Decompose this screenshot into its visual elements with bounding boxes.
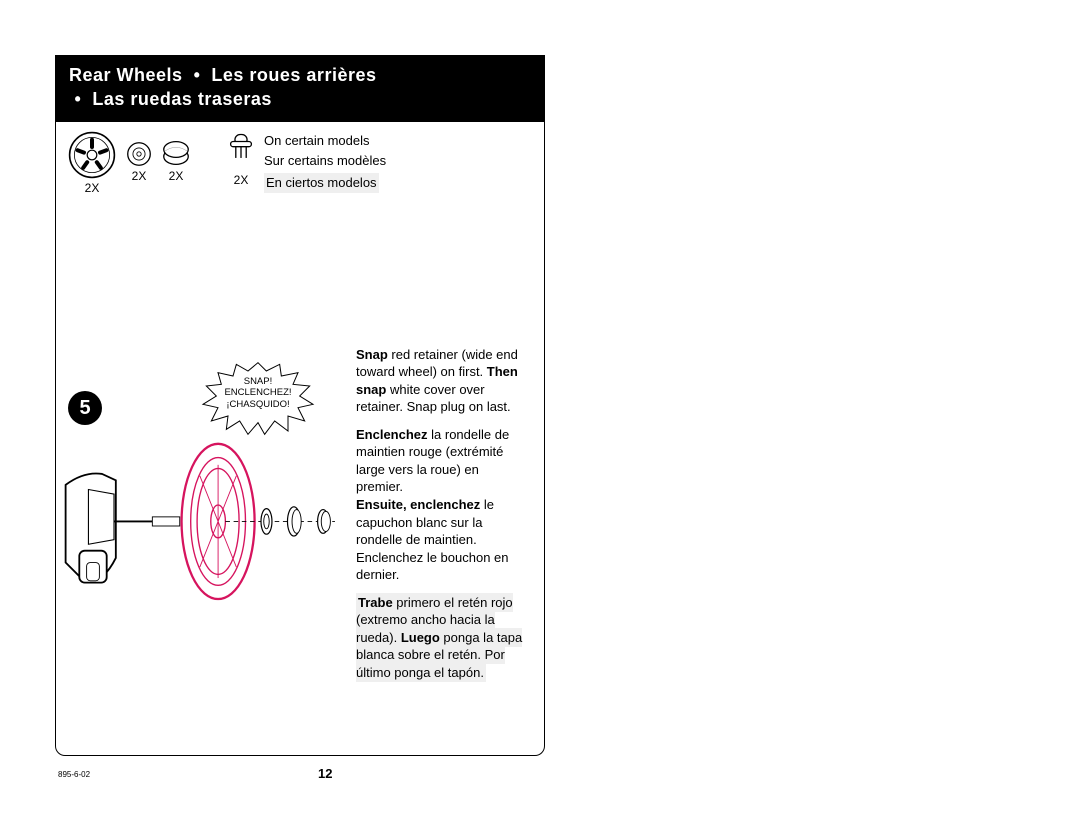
bullet: •: [194, 65, 201, 85]
instructions: Snap red retainer (wide end toward wheel…: [356, 346, 524, 692]
assembly-diagram: [58, 421, 338, 631]
es-bold2: Luego: [401, 630, 440, 645]
plug-part: 2X: [162, 131, 190, 183]
page-number: 12: [318, 766, 332, 781]
title-en: Rear Wheels: [69, 65, 183, 85]
burst-fr: ENCLENCHEZ!: [224, 387, 291, 398]
fin-part: 2X: [228, 131, 254, 187]
wheel-qty: 2X: [85, 181, 100, 195]
wheel-icon: [68, 131, 116, 179]
fin-qty: 2X: [234, 173, 249, 187]
bullet: •: [75, 89, 82, 109]
section-title: Rear Wheels • Les roues arrières • Las r…: [55, 55, 545, 122]
models-note: On certain models Sur certains modèles E…: [264, 131, 386, 193]
instr-en: Snap red retainer (wide end toward wheel…: [356, 346, 524, 416]
retainer-part: 2X: [126, 131, 152, 183]
burst-es: ¡CHASQUIDO!: [226, 399, 289, 410]
models-es: En ciertos modelos: [264, 173, 379, 193]
content-panel: 2X 2X 2X: [55, 121, 545, 756]
fr-bold1: Enclenchez: [356, 427, 428, 442]
models-en: On certain models: [264, 133, 370, 148]
burst-en: SNAP!: [244, 376, 273, 387]
en-bold1: Snap: [356, 347, 388, 362]
plug-icon: [162, 139, 190, 167]
burst-text: SNAP! ENCLENCHEZ! ¡CHASQUIDO!: [205, 376, 311, 412]
step-number: 5: [68, 391, 102, 425]
wheel-part: 2X: [68, 131, 116, 195]
title-fr: Les roues arrières: [211, 65, 376, 85]
instr-fr: Enclenchez la rondelle de maintien rouge…: [356, 426, 524, 584]
doc-id: 895-6-02: [58, 770, 90, 779]
parts-row: 2X 2X 2X: [68, 131, 532, 195]
fin-icon: [228, 131, 254, 171]
fr-bold2: Ensuite, enclenchez: [356, 497, 480, 512]
retainer-qty: 2X: [132, 169, 147, 183]
retainer-icon: [126, 141, 152, 167]
instr-es: Trabe primero el retén rojo (extremo anc…: [356, 594, 524, 682]
es-bold1: Trabe: [358, 595, 393, 610]
plug-qty: 2X: [169, 169, 184, 183]
models-fr: Sur certains modèles: [264, 151, 386, 171]
title-es: Las ruedas traseras: [92, 89, 272, 109]
